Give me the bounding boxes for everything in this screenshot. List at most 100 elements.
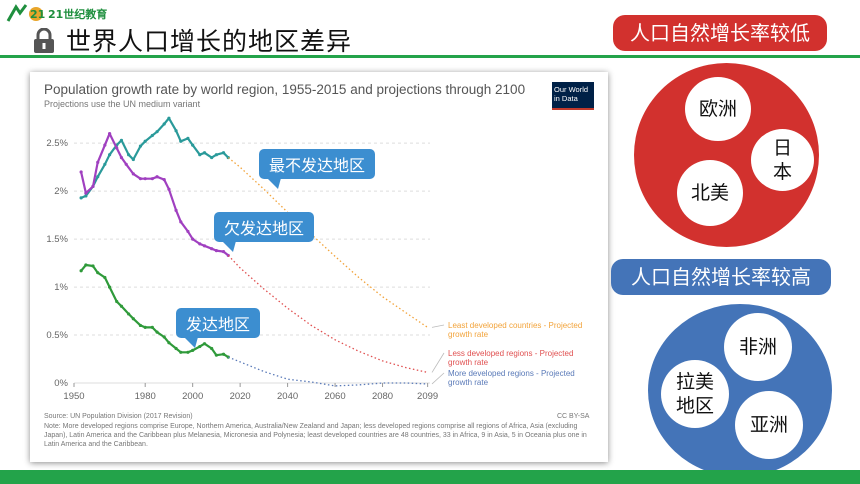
logo: 21 [6,4,45,22]
least-developed-point [119,138,124,142]
more-developed-point [119,304,124,308]
more-developed-point [174,346,178,351]
least-developed-point [162,122,166,126]
least-developed-point [79,196,83,200]
callout-less-developed: 欠发达地区 [214,212,315,242]
growth-rate-chart: 0% 0.5% 1% 1.5% 2% 2.5% 1950 1980 2000 2020 2040 20… [46,116,582,402]
logo-text: 21世纪教育 [48,8,108,21]
more-developed-point [210,346,214,351]
less-developed-point [167,187,171,191]
low-growth-label: 人口自然增长率较低 [613,15,827,51]
legend-more-developed-label: More developed regions - Projected [448,369,575,378]
y-tick-label: 2% [54,186,68,197]
callout-more-developed: 发达地区 [176,308,261,338]
less-developed-point [84,191,88,195]
more-developed-point [131,317,135,321]
less-developed-point [103,143,107,147]
more-developed-point [91,264,95,268]
region-latin-america: 拉美地区 [661,360,729,428]
lock-icon [34,28,54,53]
x-tick-label: 2080 [372,391,393,402]
more-developed-point [155,330,159,334]
owid-line2: in Data [554,94,578,103]
y-tick-label: 0% [54,378,68,389]
least-developed-point [126,153,131,157]
more-developed-point [115,299,119,304]
more-developed-point [191,348,195,352]
less-developed-point [119,155,124,160]
less-developed-point [221,249,226,254]
least-developed-point [155,130,159,134]
less-developed-series-line [80,132,229,257]
region-africa: 非洲 [724,313,792,381]
more-developed-point [79,269,83,273]
less-developed-point [131,172,135,176]
x-tick-label: 2020 [230,391,251,402]
chart-frame: 0% 0.5% 1% 1.5% 2% 2.5% 1950 1980 2000 2020 2040 20… [30,72,608,462]
chart-source: Source: UN Population Division (2017 Rev… [44,413,193,420]
less-developed-point [108,131,112,136]
less-developed-point [198,242,202,246]
legend-less-developed-label: Less developed regions - Projected [448,349,573,358]
y-tick-label: 1.5% [46,234,68,245]
least-developed-point [150,133,154,138]
more-developed-point [162,335,166,339]
least-developed-point [210,155,214,160]
less-developed-point [202,244,207,248]
y-tick-label: 0.5% [46,330,68,341]
more-developed-point [179,350,183,354]
region-japan: 日本 [751,129,814,191]
owid-line1: Our World [554,85,589,94]
more-developed-point [214,353,218,357]
less-developed-point [162,178,166,182]
legend-least-developed-label: Least developed countries - Projected [448,321,582,330]
more-developed-point [103,275,107,280]
least-developed-point [179,139,183,143]
less-developed-point [79,170,83,174]
less-developed-point [155,175,159,179]
less-developed-point [96,160,100,164]
x-tick-label: 2060 [324,391,345,402]
least-developed-point [96,175,100,179]
more-developed-point [143,325,147,329]
less-developed-point [214,249,218,253]
least-developed-point [198,153,202,157]
least-developed-point [191,143,195,147]
chart-subtitle: Projections use the UN medium variant [44,99,201,109]
least-developed-point [221,151,226,155]
less-developed-point [186,229,190,234]
least-developed-point [108,153,112,157]
x-tick-label: 2099 [417,391,438,402]
less-developed-point [143,177,147,181]
least-developed-point [167,116,171,120]
callout-least-developed: 最不发达地区 [259,149,376,179]
less-developed-point [210,247,214,251]
least-developed-projected-line [227,157,428,328]
more-developed-point [96,271,100,275]
more-developed-point [84,263,88,267]
legend-more-developed-leader [431,372,445,385]
slide-title: 世界人口增长的地区差异 [66,27,353,56]
least-developed-point [186,136,190,140]
less-developed-point [115,146,119,150]
legend-least-developed-leader [431,324,445,328]
more-developed-point [108,285,112,289]
svg-text:21: 21 [30,8,45,21]
more-developed-point [126,312,131,316]
legend-less-developed-label-2: growth rate [448,358,489,367]
y-tick-label: 1% [54,282,68,293]
more-developed-point [138,323,143,328]
least-developed-point [84,194,88,198]
least-developed-point [131,157,135,162]
less-developed-point [138,177,143,181]
less-developed-point [226,253,230,258]
top-rule [0,55,860,58]
less-developed-point [124,162,128,166]
least-developed-point [214,153,218,157]
owid-logo: Our World in Data [552,82,594,110]
chart-license: CC BY-SA [557,413,590,420]
more-developed-point [186,350,190,354]
x-tick-label: 2000 [182,391,203,402]
region-north-america: 北美 [677,160,743,226]
more-developed-point [150,325,154,329]
